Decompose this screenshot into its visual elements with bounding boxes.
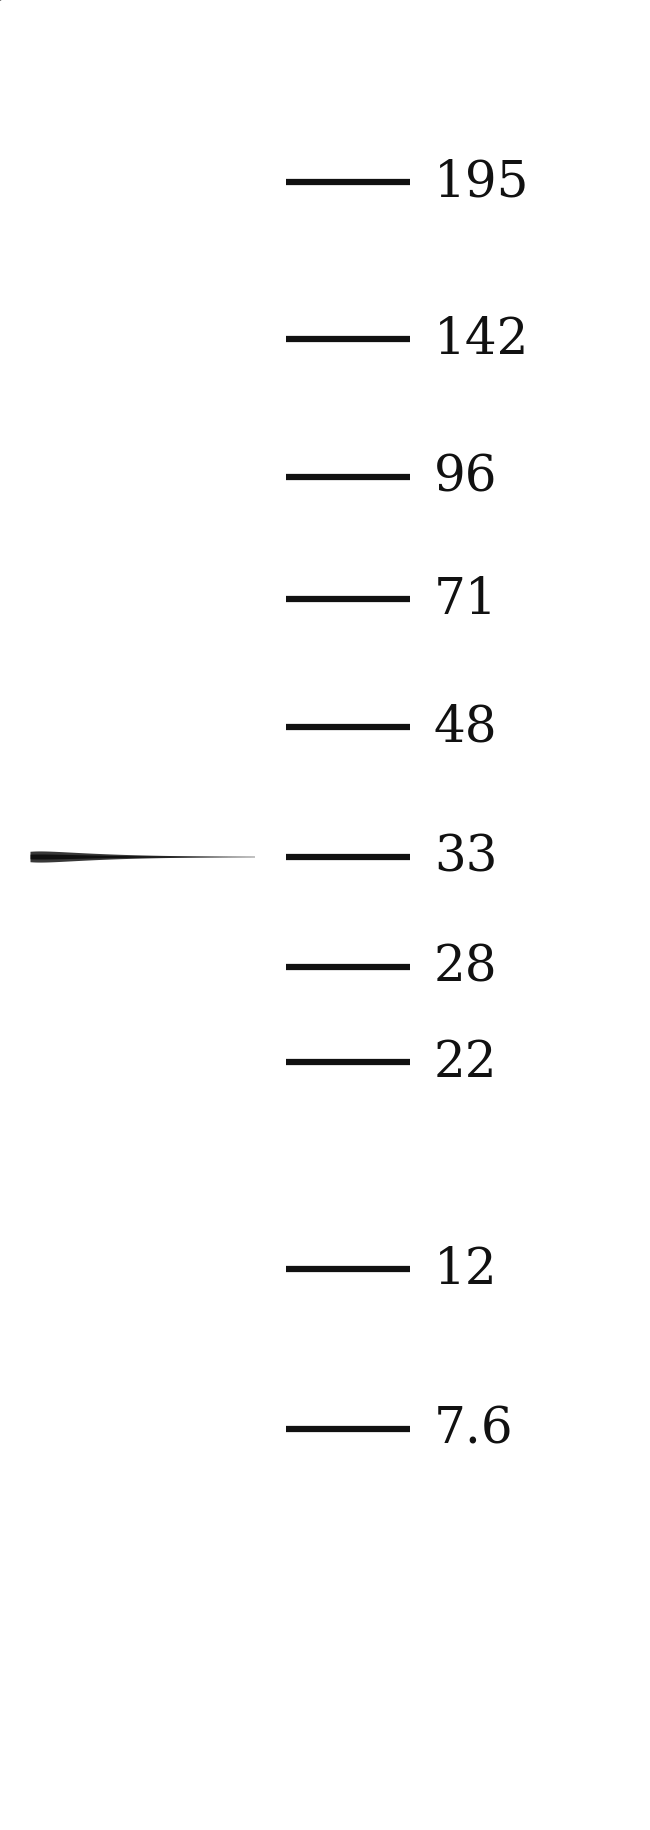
- Text: 12: 12: [434, 1244, 497, 1294]
- Text: 195: 195: [434, 157, 529, 207]
- Text: 28: 28: [434, 942, 497, 992]
- Text: 33: 33: [434, 833, 497, 882]
- Text: 22: 22: [434, 1038, 497, 1087]
- Text: 142: 142: [434, 315, 529, 364]
- Text: 96: 96: [434, 454, 497, 503]
- Text: 71: 71: [434, 575, 497, 624]
- Text: 7.6: 7.6: [434, 1404, 514, 1453]
- Text: 48: 48: [434, 703, 497, 752]
